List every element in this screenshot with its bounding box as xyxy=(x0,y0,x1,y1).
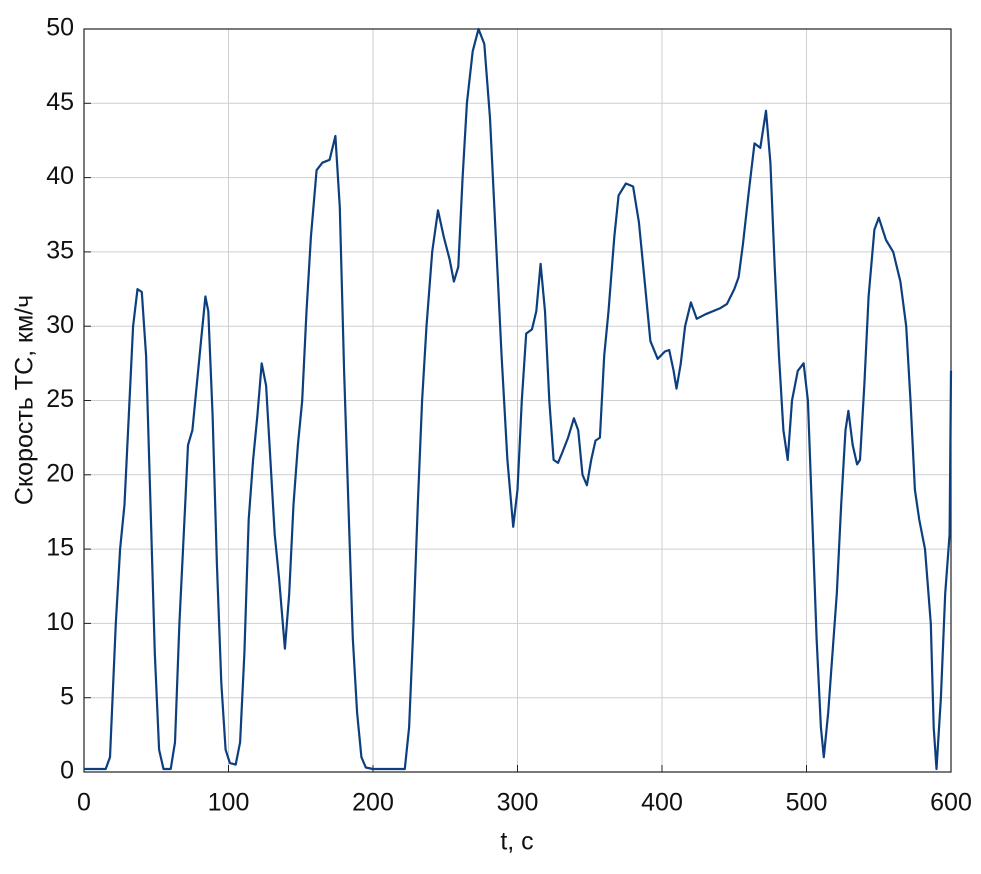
y-tick-label: 15 xyxy=(46,534,74,562)
y-tick-label: 40 xyxy=(46,162,74,190)
data-line xyxy=(84,27,953,771)
y-tick-label: 10 xyxy=(46,608,74,636)
y-tick-label: 20 xyxy=(46,459,74,487)
y-axis-label: Скорость ТС, км/ч xyxy=(11,295,39,505)
x-axis-label: t, с xyxy=(500,828,533,856)
y-tick-label: 45 xyxy=(46,88,74,116)
x-tick-label: 600 xyxy=(930,789,972,817)
y-tick-label: 25 xyxy=(46,385,74,413)
x-tick-label: 500 xyxy=(786,789,828,817)
y-tick-label: 50 xyxy=(46,14,74,42)
x-tick-label: 300 xyxy=(497,789,539,817)
y-tick-label: 30 xyxy=(46,311,74,339)
y-tick-label: 5 xyxy=(60,682,74,710)
y-tick-label: 35 xyxy=(46,237,74,265)
x-tick-label: 200 xyxy=(352,789,394,817)
x-tick-label: 400 xyxy=(641,789,683,817)
x-tick-label: 100 xyxy=(208,789,250,817)
y-tick-label: 0 xyxy=(60,757,74,785)
x-tick-label: 0 xyxy=(77,789,91,817)
